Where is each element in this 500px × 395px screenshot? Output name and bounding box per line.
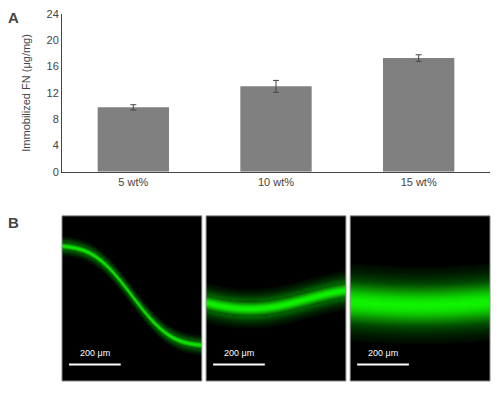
- svg-text:12: 12: [47, 87, 59, 99]
- svg-text:15 wt%: 15 wt%: [401, 176, 437, 188]
- svg-text:20: 20: [47, 34, 59, 46]
- svg-text:5 wt%: 5 wt%: [118, 176, 148, 188]
- svg-text:Immobilized FN (μg/mg): Immobilized FN (μg/mg): [20, 34, 32, 152]
- svg-text:4: 4: [53, 139, 59, 151]
- svg-text:A: A: [8, 9, 19, 26]
- svg-text:B: B: [8, 214, 19, 231]
- svg-text:24: 24: [47, 8, 59, 20]
- svg-text:200 μm: 200 μm: [80, 348, 110, 358]
- svg-text:0: 0: [53, 166, 59, 178]
- svg-text:200 μm: 200 μm: [224, 348, 254, 358]
- svg-text:8: 8: [53, 113, 59, 125]
- svg-text:10 wt%: 10 wt%: [258, 176, 294, 188]
- svg-text:200 μm: 200 μm: [368, 348, 398, 358]
- svg-text:16: 16: [47, 60, 59, 72]
